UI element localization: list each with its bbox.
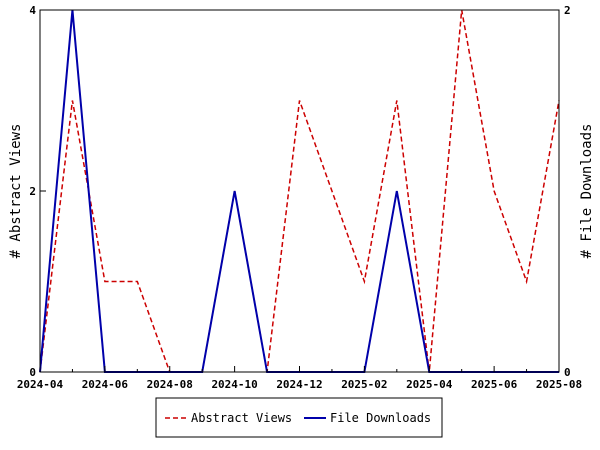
x-tick-label: 2024-12 [276,378,322,391]
y-axis-title: # Abstract Views [8,124,24,259]
x-tick-label: 2025-06 [471,378,518,391]
y-tick-label: 4 [29,4,36,17]
x-tick-label: 2025-04 [406,378,453,391]
series-line-abstract-views [39,9,560,373]
x-tick-label: 2024-06 [82,378,129,391]
y2-tick-label: 0 [564,366,571,379]
y2-axis-title: # File Downloads [579,124,595,259]
x-tick-label: 2025-02 [341,378,387,391]
x-tick-label: 2025-08 [536,378,582,391]
y-axis-ticks: 0 2 4 [29,4,46,379]
series-line-file-downloads [39,9,559,373]
plot-frame [39,9,560,373]
legend-label-file-downloads: File Downloads [330,411,431,425]
x-axis-ticks: 2024-04 2024-06 2024-08 2024-10 2024-12 2025-… [17,366,582,391]
x-tick-label: 2024-04 [17,378,64,391]
series-layer [39,9,560,373]
legend: Abstract Views File Downloads [155,397,443,438]
y2-tick-label: 2 [564,4,571,17]
legend-box [155,397,443,438]
legend-label-abstract-views: Abstract Views [191,411,292,425]
x-tick-label: 2024-08 [147,378,193,391]
y-tick-label: 0 [29,366,36,379]
y-tick-label: 2 [29,185,36,198]
x-tick-label: 2024-10 [211,378,257,391]
y2-axis-ticks: 02 [553,4,571,379]
